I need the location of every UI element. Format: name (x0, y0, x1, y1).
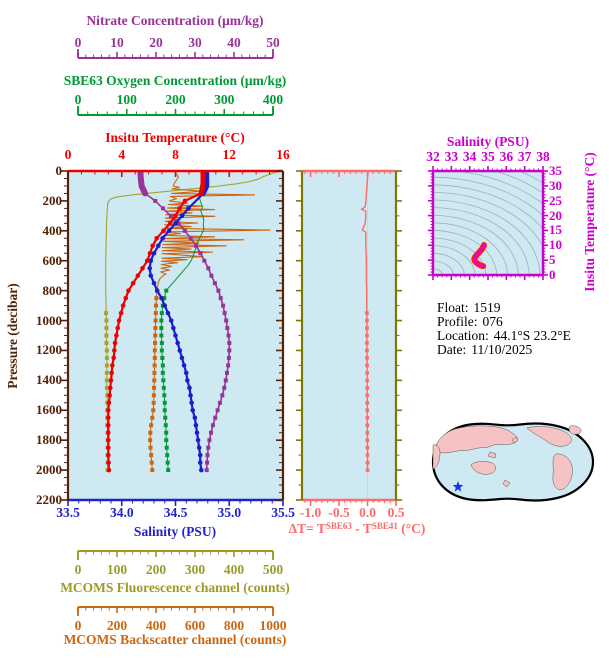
fluorescence-axis-title: MCOMS Fluorescence channel (counts) (60, 580, 290, 595)
location-label: Location: (437, 328, 489, 343)
ts-salinity-axis-title: Salinity (PSU) (446, 134, 530, 149)
location-value: 44.1°S 23.2°E (493, 328, 571, 343)
date-label: Date: (437, 342, 467, 357)
oxygen-axis-title: SBE63 Oxygen Concentration (μm/kg) (63, 73, 287, 88)
ts-temperature-axis-title: Insitu Temperature (°C) (582, 152, 597, 292)
salinity-axis-title: Salinity (PSU) (133, 524, 217, 539)
profile-line: Profile: 076 (437, 315, 571, 329)
deltat-title-mid: - T (351, 521, 372, 536)
nitrate-axis-title: Nitrate Concentration (μm/kg) (86, 13, 264, 28)
deltat-title-sup2: SBE41 (371, 521, 398, 531)
deltat-title-post: (°C) (397, 521, 426, 536)
date-line: Date: 11/10/2025 (437, 343, 571, 357)
float-info-block: Float: 1519 Profile: 076 Location: 44.1°S 2… (437, 301, 571, 357)
deltat-title-pre: ΔT= T (288, 521, 326, 536)
profile-value: 076 (482, 314, 503, 329)
deltat-axis-title: ΔT= TSBE63 - TSBE41 (°C) (289, 521, 426, 537)
profile-label: Profile: (437, 314, 478, 329)
location-line: Location: 44.1°S 23.2°E (437, 329, 571, 343)
temperature-axis-title: Insitu Temperature (°C) (105, 130, 245, 145)
float-id-line: Float: 1519 (437, 301, 571, 315)
float-label: Float: (437, 300, 469, 315)
date-value: 11/10/2025 (471, 342, 533, 357)
float-value: 1519 (473, 300, 501, 315)
backscatter-axis-title: MCOMS Backscatter channel (counts) (63, 632, 287, 647)
pressure-axis-title: Pressure (decibar) (5, 283, 20, 389)
deltat-title-sup1: SBE63 (325, 521, 352, 531)
